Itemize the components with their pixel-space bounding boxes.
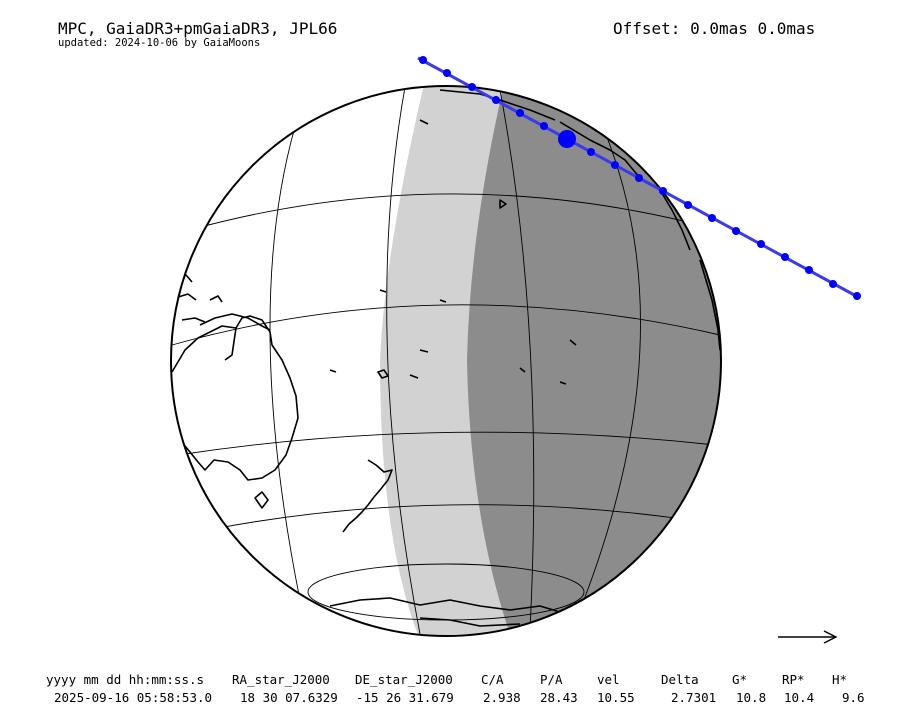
column-header-datetime: yyyy mm dd hh:mm:ss.s — [46, 672, 205, 687]
page-title: MPC, GaiaDR3+pmGaiaDR3, JPL66 — [58, 19, 338, 38]
value-delta: 2.7301 — [671, 690, 717, 705]
column-header-h: H* — [832, 672, 848, 687]
value-pa: 28.43 — [540, 690, 578, 705]
coastlines — [171, 89, 721, 627]
path-dots — [419, 56, 861, 300]
central-instant-marker — [558, 130, 576, 148]
occultation-path — [417, 56, 861, 300]
value-rp: 10.4 — [784, 690, 815, 705]
offset-readout: Offset: 0.0mas 0.0mas — [613, 19, 816, 38]
column-header-pa: P/A — [540, 672, 563, 687]
column-header-ra: RA_star_J2000 — [232, 672, 330, 687]
direction-arrow-icon — [778, 630, 838, 644]
column-header-de: DE_star_J2000 — [355, 672, 453, 687]
value-datetime: 2025-09-16 05:58:53.0 — [54, 690, 213, 705]
column-header-delta: Delta — [661, 672, 699, 687]
value-h: 9.6 — [842, 690, 865, 705]
value-vel: 10.55 — [597, 690, 635, 705]
value-ra: 18 30 07.6329 — [240, 690, 338, 705]
column-header-g: G* — [732, 672, 748, 687]
globe-outline — [170, 85, 722, 637]
column-header-ca: C/A — [481, 672, 504, 687]
value-g: 10.8 — [736, 690, 767, 705]
update-note: updated: 2024-10-06 by GaiaMoons — [58, 37, 261, 49]
column-header-rp: RP* — [782, 672, 805, 687]
value-de: -15 26 31.679 — [356, 690, 454, 705]
value-ca: 2.938 — [483, 690, 521, 705]
column-header-vel: vel — [597, 672, 620, 687]
